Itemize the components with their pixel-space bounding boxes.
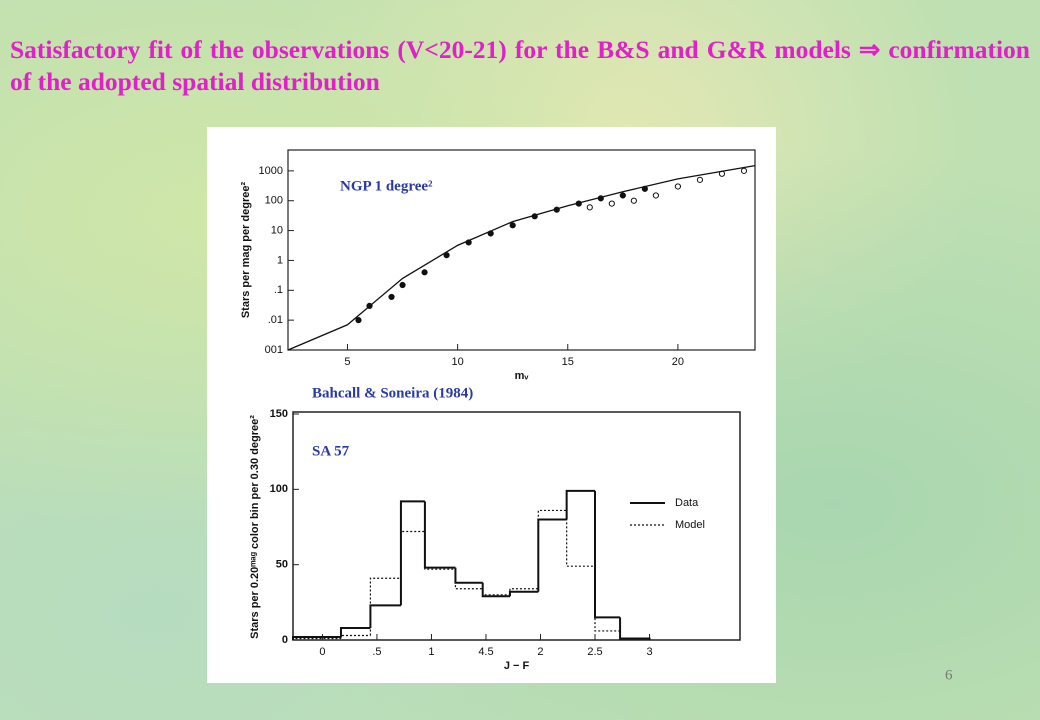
y-tick-label: 10 [271, 224, 283, 236]
x-tick-label: 3 [646, 646, 652, 658]
legend-label: Model [675, 519, 705, 531]
data-point [399, 281, 406, 289]
y-tick-label: .1 [274, 284, 283, 296]
histogram-step [424, 531, 456, 570]
data-point [388, 293, 395, 301]
histogram-step [593, 490, 621, 619]
histogram-step [340, 634, 371, 639]
caption: Bahcall & Soneira (1984) [312, 385, 473, 401]
histogram-step [369, 577, 401, 636]
y-tick-label: 100 [270, 483, 288, 495]
plot-frame [287, 149, 756, 351]
histogram-step [481, 582, 510, 598]
x-tick-label: 20 [672, 356, 684, 368]
x-tick-label: 0 [319, 646, 325, 658]
plot-frame [292, 411, 741, 641]
model-curve [287, 164, 756, 351]
x-axis-label: J − F [504, 660, 530, 672]
histogram-step [508, 590, 539, 597]
x-tick-label: 2 [537, 646, 543, 658]
x-tick-label: 15 [562, 356, 574, 368]
y-axis-label: Stars per 0.20ᵐᵃᵍ color bin per 0.30 deg… [249, 415, 261, 639]
y-tick-label: 0 [282, 634, 288, 646]
slide-title: Satisfactory fit of the observations (V<… [10, 35, 1030, 96]
histogram-step [454, 569, 483, 590]
histogram-step [369, 604, 401, 628]
y-tick-label: .01 [268, 314, 283, 326]
x-tick-label: 10 [451, 356, 463, 368]
histogram-step [399, 500, 425, 606]
y-tick-label: 100 [265, 195, 283, 207]
data-point [586, 204, 593, 211]
data-point [696, 176, 704, 183]
data-point [509, 222, 516, 229]
data-point [608, 200, 615, 207]
x-tick-label: 1 [428, 646, 434, 658]
y-tick-label: 150 [270, 408, 288, 420]
data-point [740, 167, 748, 174]
histogram-step [619, 630, 651, 640]
data-point [652, 192, 659, 199]
histogram-step [594, 566, 621, 632]
y-tick-label: 001 [265, 344, 283, 356]
y-tick-label: 1 [277, 254, 283, 266]
data-point [630, 197, 637, 204]
annotation: SA 57 [312, 443, 350, 459]
figure-panel [207, 127, 776, 683]
x-axis-label: mᵥ [515, 370, 530, 382]
legend-label: Data [675, 497, 699, 509]
histogram-step [482, 588, 510, 596]
x-tick-label: 4.5 [478, 646, 493, 658]
page-number: 6 [945, 667, 953, 683]
annotation: NGP 1 degree² [340, 178, 433, 194]
x-tick-label: 2.5 [587, 646, 602, 658]
histogram-step [292, 637, 341, 640]
x-tick-label: 5 [344, 356, 350, 368]
histogram-step [565, 489, 595, 520]
histogram-step [339, 626, 371, 637]
x-tick-label: .5 [372, 646, 381, 658]
data-point [421, 269, 428, 276]
histogram-step [537, 509, 567, 589]
data-point [674, 183, 682, 190]
y-tick-label: 1000 [259, 165, 283, 177]
histogram-step [509, 588, 539, 595]
y-tick-label: 50 [276, 559, 288, 571]
data-point [619, 192, 626, 199]
data-point [355, 317, 362, 324]
y-axis-label: Stars per mag per degree² [240, 182, 252, 319]
